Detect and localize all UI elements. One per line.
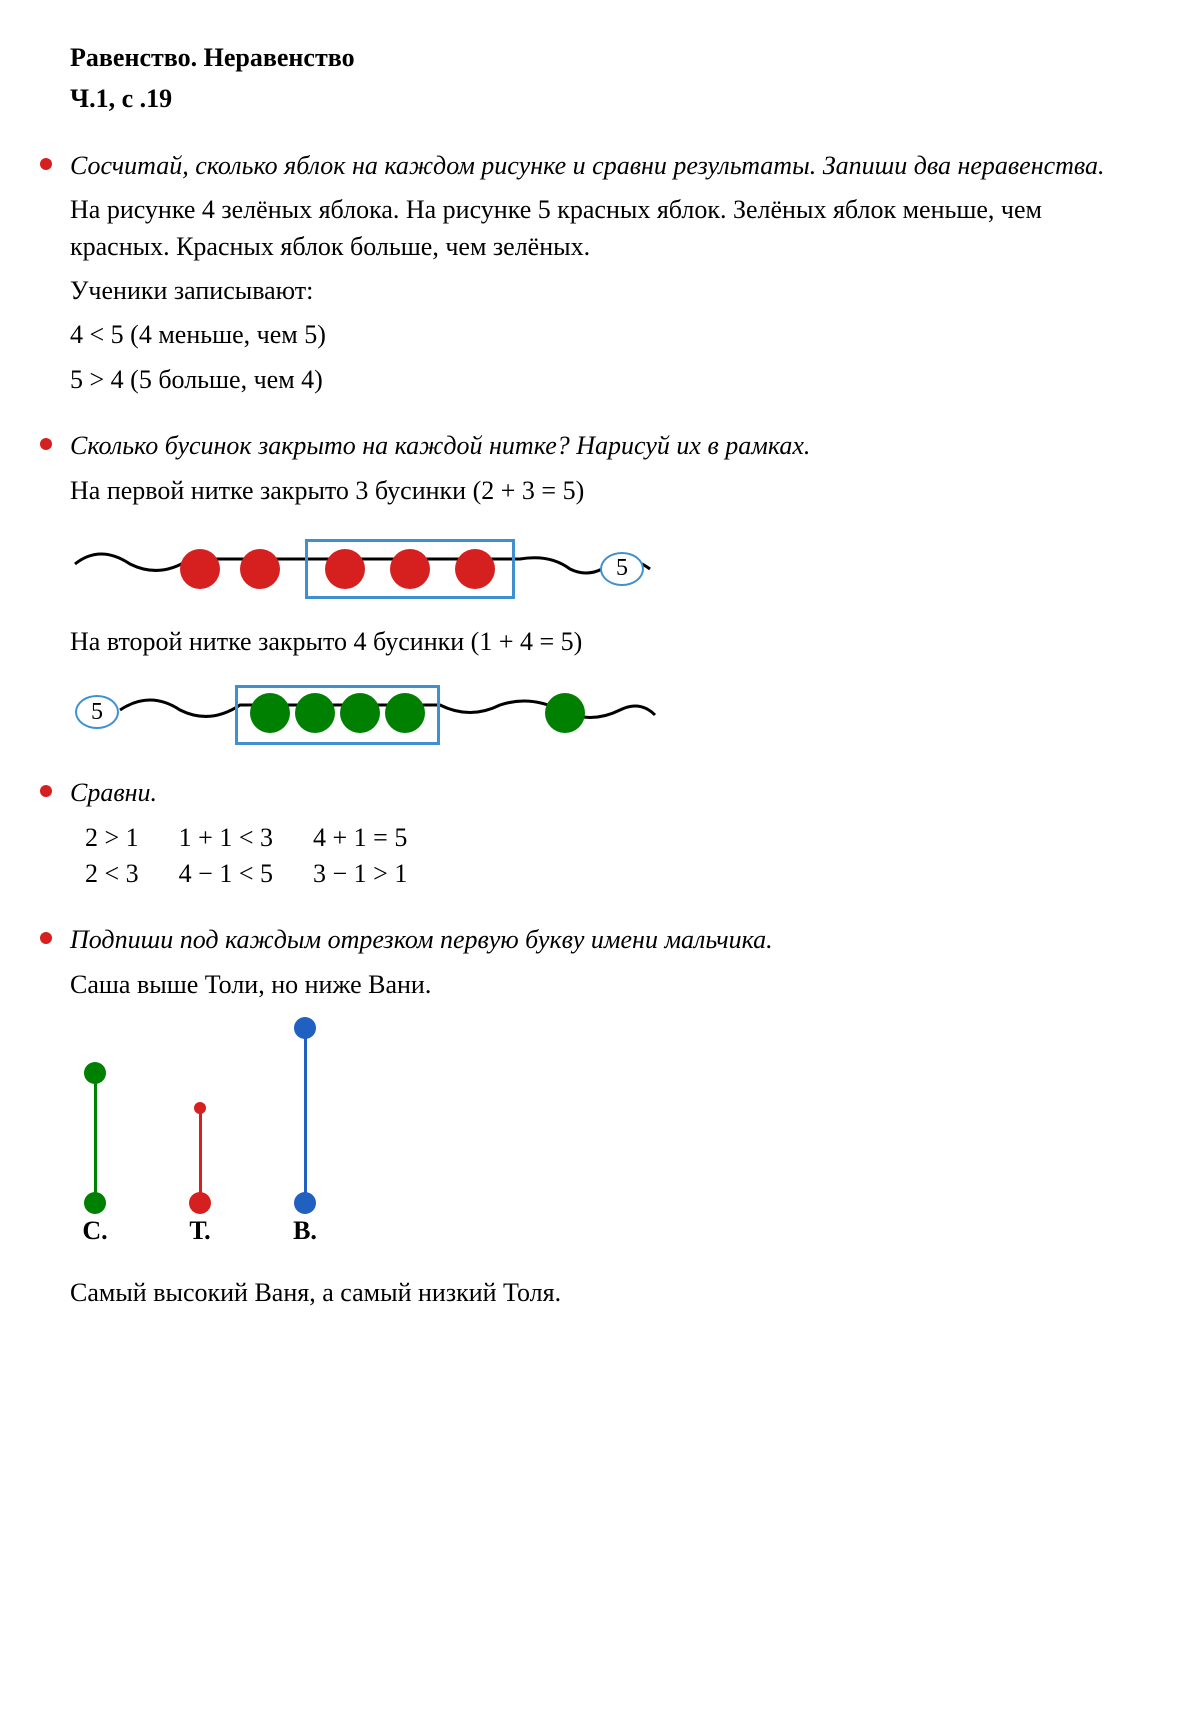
compare-cell: 3 − 1 > 1 [313,856,407,892]
page-title: Равенство. Неравенство [70,40,1110,76]
task2-title: Сколько бусинок закрыто на каждой нитке?… [70,428,1110,464]
task1-ineq1: 4 < 5 (4 меньше, чем 5) [70,317,1110,353]
compare-column: 4 + 1 = 53 − 1 > 1 [313,820,407,893]
segment-dot-icon [84,1192,106,1214]
segment [285,1028,325,1203]
segment-line [304,1028,307,1203]
segment-label: В. [285,1213,325,1249]
compare-column: 2 > 12 < 3 [85,820,139,893]
segment [180,1108,220,1203]
compare-cell: 4 + 1 = 5 [313,820,407,856]
task-3: Сравни. 2 > 12 < 3 1 + 1 < 34 − 1 < 5 4 + … [70,775,1110,892]
compare-cell: 4 − 1 < 5 [179,856,273,892]
segment-label: С. [75,1213,115,1249]
segment [75,1073,115,1203]
bullet-icon [40,158,52,170]
task1-text: На рисунке 4 зелёных яблока. На рисунке … [70,192,1110,265]
bead-icon [240,549,280,589]
bead-icon [325,549,365,589]
bead-row-2: 5 [70,675,1110,745]
segment-line [199,1108,202,1203]
task4-answer: Самый высокий Ваня, а самый низкий Толя. [70,1275,1110,1311]
bullet-icon [40,785,52,797]
task1-title: Сосчитай, сколько яблок на каждом рисунк… [70,148,1110,184]
compare-cell: 2 > 1 [85,820,139,856]
bullet-icon [40,932,52,944]
task-2: Сколько бусинок закрыто на каждой нитке?… [70,428,1110,745]
task4-title: Подпиши под каждым отрезком первую букву… [70,922,1110,958]
segment-label: Т. [180,1213,220,1249]
task1-write-label: Ученики записывают: [70,273,1110,309]
segment-dot-icon [84,1062,106,1084]
compare-cell: 1 + 1 < 3 [179,820,273,856]
segment-dot-icon [294,1017,316,1039]
bead-icon [180,549,220,589]
bead-row-1: 5 [70,524,1110,609]
task1-ineq2: 5 > 4 (5 больше, чем 4) [70,362,1110,398]
bullet-icon [40,438,52,450]
compare-table: 2 > 12 < 3 1 + 1 < 34 − 1 < 5 4 + 1 = 53 −… [85,820,1110,893]
task4-hint: Саша выше Толи, но ниже Вани. [70,967,1110,1003]
segment-line [94,1073,97,1203]
segment-dot-icon [294,1192,316,1214]
bead-icon [390,549,430,589]
task2-line2: На второй нитке закрыто 4 бусинки (1 + 4… [70,624,1110,660]
page-subtitle: Ч.1, с .19 [70,81,1110,117]
task3-title: Сравни. [70,775,1110,811]
segment-dot-icon [194,1102,206,1114]
task-4: Подпиши под каждым отрезком первую букву… [70,922,1110,1311]
compare-cell: 2 < 3 [85,856,139,892]
task2-line1: На первой нитке закрыто 3 бусинки (2 + 3… [70,473,1110,509]
task-1: Сосчитай, сколько яблок на каждом рисунк… [70,148,1110,398]
segments [75,1023,1110,1203]
compare-column: 1 + 1 < 34 − 1 < 5 [179,820,273,893]
bead-icon [455,549,495,589]
segment-labels: С. Т. В. [75,1213,1110,1249]
segment-dot-icon [189,1192,211,1214]
count-circle: 5 [600,552,644,586]
